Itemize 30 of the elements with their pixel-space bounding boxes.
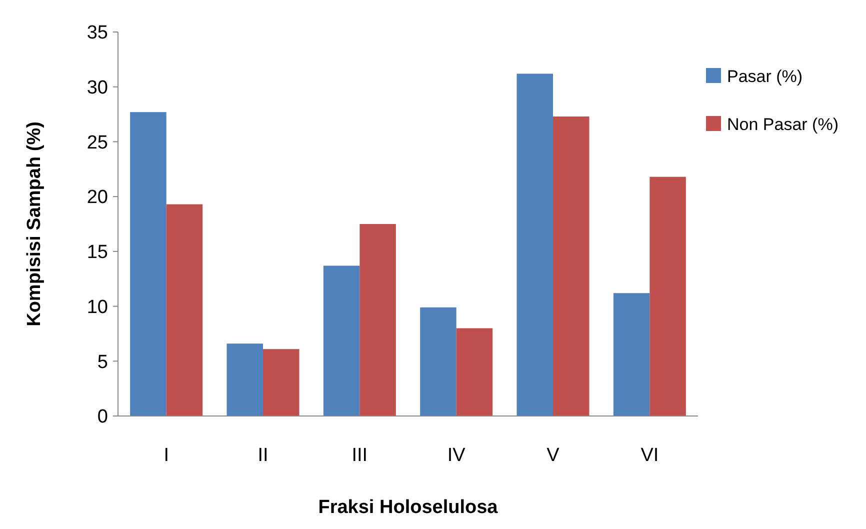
y-axis-title: Kompisisi Sampah (%): [24, 122, 45, 326]
y-tick-label: 35: [86, 22, 108, 44]
y-tick-label: 10: [86, 296, 108, 318]
bar: [226, 344, 263, 416]
bar: [456, 328, 493, 416]
legend-label: Pasar (%): [727, 66, 803, 86]
y-tick-label: 25: [86, 132, 108, 154]
x-tick-label: I: [164, 445, 169, 466]
bar: [130, 112, 166, 416]
y-tick-label: 5: [97, 352, 108, 373]
bar: [613, 293, 650, 416]
x-axis-title: Fraksi Holoselulosa: [318, 497, 498, 518]
bar: [516, 74, 553, 416]
bar: [323, 266, 360, 416]
x-tick-label: VI: [640, 445, 659, 466]
y-tick-label: 20: [86, 187, 108, 208]
y-tick-label: 0: [97, 406, 108, 428]
bar: [553, 116, 590, 416]
bar: [650, 176, 686, 416]
bar: [420, 307, 456, 416]
x-tick-label: III: [352, 445, 368, 466]
x-tick-label: IV: [447, 445, 466, 466]
x-tick-label: II: [258, 445, 268, 466]
y-tick-label: 15: [86, 242, 108, 264]
bar: [263, 349, 300, 416]
bar: [360, 224, 396, 416]
y-tick-label: 30: [86, 78, 108, 99]
bar: [166, 204, 203, 416]
x-tick-label: V: [546, 445, 560, 466]
legend-label: Non Pasar (%): [727, 114, 838, 134]
